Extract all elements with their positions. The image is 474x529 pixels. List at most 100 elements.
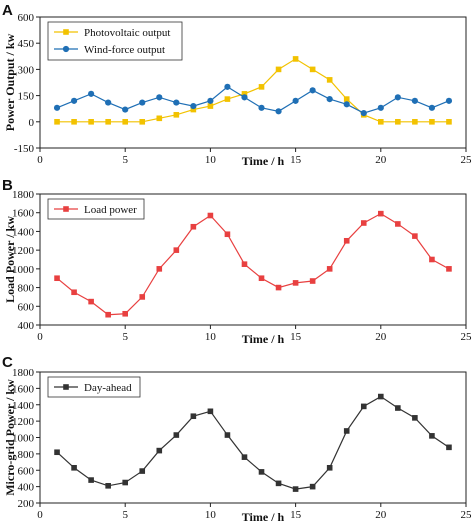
panel-a-point-wind-force-output xyxy=(343,101,350,108)
panel-b-point-load-power xyxy=(105,311,111,318)
panel-a-point-wind-force-output xyxy=(122,106,129,113)
panel-c-series-day-ahead xyxy=(54,393,452,492)
panel-a-x-tick-label: 5 xyxy=(122,154,128,166)
panel-b-y-tick-label: 1600 xyxy=(12,208,35,220)
panel-b-point-load-power xyxy=(71,289,77,296)
panel-b-point-load-power xyxy=(258,275,265,282)
panel-a-point-wind-force-output xyxy=(394,94,401,101)
panel-a-legend-entry-photovoltaic: Photovoltaic output xyxy=(54,27,170,39)
panel-a-point-photovoltaic-output xyxy=(412,119,418,125)
panel-a-point-wind-force-output xyxy=(173,99,180,106)
panel-a-y-tick-label: 600 xyxy=(18,12,35,24)
panel-a-point-wind-force-output xyxy=(326,95,333,103)
panel-a-legend-box xyxy=(47,21,183,61)
panel-a-point-photovoltaic-output xyxy=(258,84,265,90)
panel-a-x-tick-label: 25 xyxy=(461,154,473,166)
panel-a-line-photovoltaic-output xyxy=(57,58,449,123)
panel-c-point-day-ahead xyxy=(88,477,94,483)
panel-b-point-load-power xyxy=(88,298,94,305)
panel-a-point-wind-force-output xyxy=(207,97,214,104)
panel-c-y-tick-label: 1800 xyxy=(12,367,35,379)
panel-c-point-day-ahead xyxy=(275,480,282,487)
panel-a-x-tick-label: 15 xyxy=(290,154,302,166)
panel-a-point-photovoltaic-output xyxy=(292,56,299,62)
panel-c: C Micro-grid Power / kw Time / h 0 5 10 15 2… xyxy=(2,354,472,524)
panel-a-point-wind-force-output xyxy=(88,90,95,97)
panel-c-point-day-ahead xyxy=(395,405,401,411)
panel-b-y-tick-label: 800 xyxy=(18,283,35,295)
panel-a-point-photovoltaic-output xyxy=(71,119,77,125)
panel-c-point-day-ahead xyxy=(429,433,435,439)
panel-b-point-load-power xyxy=(292,280,299,286)
panel-b-point-load-power xyxy=(395,221,401,227)
panel-a-point-photovoltaic-output xyxy=(326,77,333,83)
panel-c-x-tick-label: 20 xyxy=(375,509,387,521)
panel-c-point-day-ahead xyxy=(139,468,146,474)
panel-a-point-photovoltaic-output xyxy=(309,66,316,73)
panel-c-letter: C xyxy=(2,354,13,371)
panel-c-point-day-ahead xyxy=(105,483,111,489)
panel-a-legend-swatch-marker xyxy=(62,45,70,53)
panel-b-y-tick-label: 1800 xyxy=(12,189,35,201)
panel-b-plot: 0 5 10 15 20 25 400 600 800 1000 1200 1400 1600 1800 xyxy=(12,189,472,343)
panel-a-point-wind-force-output xyxy=(377,104,384,111)
panel-c-y-tick-label: 400 xyxy=(18,482,35,494)
panel-a-point-photovoltaic-output xyxy=(446,119,452,125)
panel-c-point-day-ahead xyxy=(241,454,248,460)
panel-c-legend-box xyxy=(47,376,141,398)
panel-a-point-photovoltaic-output xyxy=(275,66,282,73)
panel-a-letter: A xyxy=(2,2,13,19)
panel-c-point-day-ahead xyxy=(54,449,60,456)
panel-c-legend-label-day-ahead: Day-ahead xyxy=(84,382,132,394)
panel-c-y-tick-label: 1400 xyxy=(12,400,35,412)
panel-b-point-load-power xyxy=(156,266,163,272)
panel-b-point-load-power xyxy=(343,237,350,244)
panel-a-y-tick-label: 150 xyxy=(18,91,35,103)
panel-a-point-wind-force-output xyxy=(190,102,197,110)
panel-a-point-photovoltaic-output xyxy=(241,91,248,97)
panel-c-y-tick-label: 800 xyxy=(18,449,35,461)
panel-c-point-day-ahead xyxy=(156,447,163,454)
panel-c-legend-swatch-marker xyxy=(63,384,69,390)
panel-a-point-photovoltaic-output xyxy=(173,112,180,118)
panel-a-series-wind-force-output xyxy=(53,83,453,117)
panel-c-y-tick-label: 600 xyxy=(18,465,35,477)
panel-a-point-wind-force-output xyxy=(360,109,367,117)
panel-c-x-axis-label: Time / h xyxy=(242,510,285,524)
panel-c-point-day-ahead xyxy=(326,464,333,471)
panel-b-x-tick-label: 15 xyxy=(290,331,302,343)
panel-b-x-tick-label: 5 xyxy=(122,331,128,343)
panel-b-x-tick-label: 25 xyxy=(461,331,473,343)
panel-a-y-tick-label: 450 xyxy=(18,38,35,50)
panel-a-point-photovoltaic-output xyxy=(378,119,384,125)
panel-b-legend-label-load-power: Load power xyxy=(84,204,137,216)
panel-b-series-load-power xyxy=(54,210,452,318)
panel-a-point-photovoltaic-output xyxy=(429,119,435,125)
panel-b-point-load-power xyxy=(429,256,435,263)
panel-b-y-tick-label: 1400 xyxy=(12,226,35,238)
panel-a-point-wind-force-output xyxy=(53,104,61,111)
panel-b-x-tick-label: 20 xyxy=(375,331,387,343)
panel-a-point-photovoltaic-output xyxy=(88,119,94,125)
panel-c-point-day-ahead xyxy=(258,469,265,475)
panel-a: A Power Output / kw Time / h 0 5 10 15 20 25 -… xyxy=(2,2,472,168)
panel-a-point-photovoltaic-output xyxy=(395,119,401,125)
panel-b-point-load-power xyxy=(54,275,60,282)
panel-c-point-day-ahead xyxy=(378,393,384,400)
panel-c-y-tick-label: 1000 xyxy=(12,433,35,445)
panel-c-y-axis-label: Micro-grid Power / kw xyxy=(3,379,17,496)
panel-a-point-photovoltaic-output xyxy=(139,119,146,125)
panel-b-point-load-power xyxy=(446,266,452,272)
panel-c-point-day-ahead xyxy=(71,464,77,471)
panel-c-x-tick-label: 25 xyxy=(461,509,473,521)
panel-c-line-day-ahead xyxy=(56,395,450,490)
panel-c-point-day-ahead xyxy=(207,408,214,415)
panel-a-point-photovoltaic-output xyxy=(105,119,111,125)
panel-c-point-day-ahead xyxy=(224,432,231,438)
panel-c-point-day-ahead xyxy=(292,486,299,492)
panel-b-point-load-power xyxy=(224,231,231,238)
panel-a-legend: Photovoltaic output Wind-force output xyxy=(47,21,183,61)
panel-a-point-photovoltaic-output xyxy=(224,96,231,102)
